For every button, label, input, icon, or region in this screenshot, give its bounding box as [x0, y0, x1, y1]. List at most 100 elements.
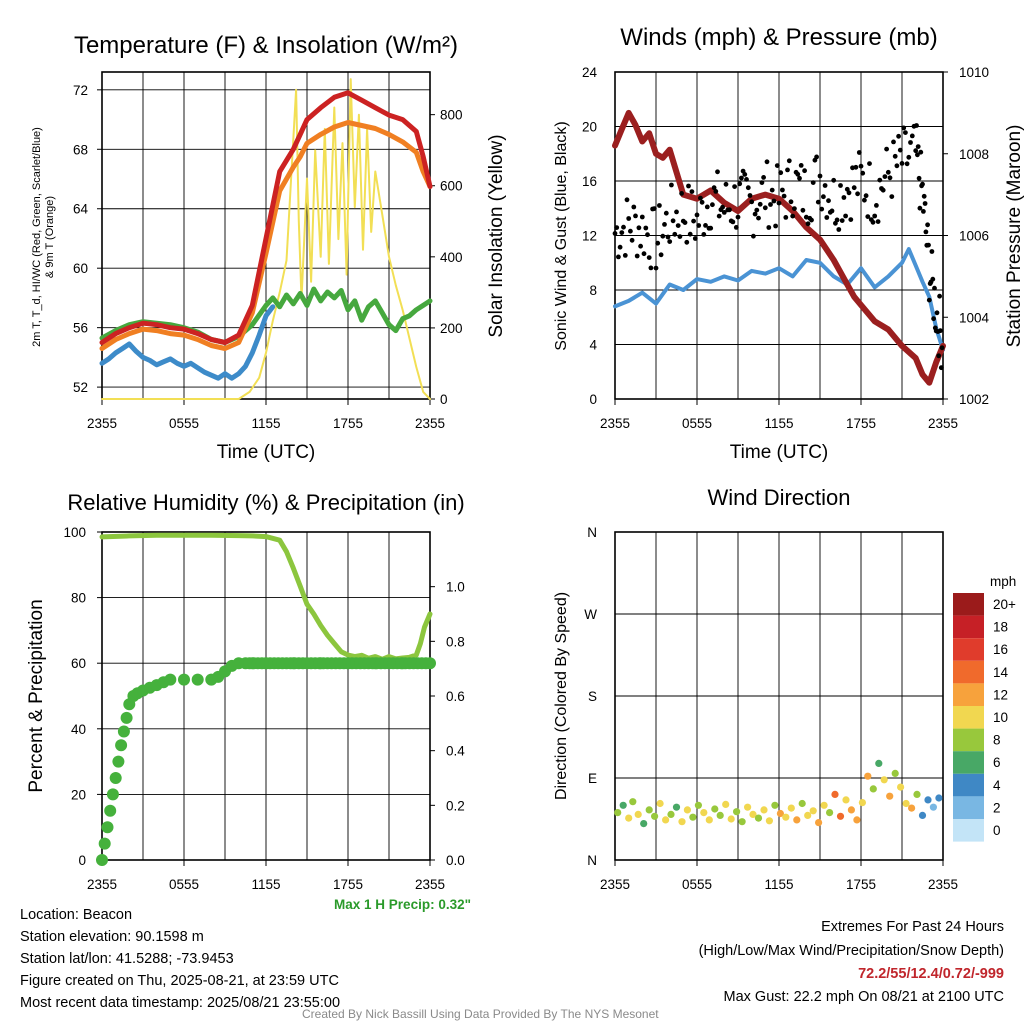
gust-point [929, 249, 935, 254]
y-tick-label: N [587, 525, 597, 540]
gust-point [675, 223, 681, 229]
direction-point [634, 810, 642, 819]
gust-point [815, 199, 821, 205]
colorbar-swatch [953, 593, 984, 616]
colorbar-label: 14 [993, 665, 1009, 680]
gust-point [771, 198, 777, 204]
y-tick-label: 64 [73, 202, 89, 217]
gust-point [698, 195, 703, 201]
x-tick-label: 1755 [846, 877, 876, 892]
gust-point [762, 205, 768, 211]
direction-point [716, 811, 724, 820]
direction-point [886, 792, 894, 800]
precip-point [117, 725, 130, 738]
winds-pressure-panel: 0 4 8 12 16 20 24 1002 1004 1006 1008 1010 2355 0555 1… [553, 24, 1024, 463]
gust-point [634, 253, 640, 259]
gust-point [761, 175, 766, 180]
gust-point [921, 193, 927, 199]
gust-point [733, 225, 739, 230]
gust-point [800, 207, 806, 213]
x-tick-label: 2355 [87, 877, 117, 892]
gust-point [915, 152, 920, 158]
gust-point [918, 149, 924, 155]
gust-point [619, 230, 625, 236]
gust-point [730, 219, 736, 225]
gust-point [817, 173, 823, 179]
precip-point [115, 739, 128, 752]
gust-point [872, 213, 878, 219]
gust-point [744, 177, 749, 182]
y-tick-label: 20 [71, 787, 86, 802]
gust-point [612, 231, 618, 236]
direction-point [858, 799, 867, 807]
gust-point [903, 130, 908, 136]
gust-point [662, 222, 667, 227]
gust-point [922, 201, 928, 206]
y-tick-label: 8 [589, 283, 597, 298]
direction-point [765, 817, 774, 825]
gust-point [867, 161, 872, 167]
y-axis-label: 2m T, T_d, HI/WC (Red, Green, Scarlet/Bl… [31, 127, 56, 347]
x-tick-label: 2355 [415, 416, 445, 431]
gust-point [938, 365, 944, 371]
gust-point [937, 293, 942, 299]
direction-point [705, 816, 713, 824]
y2-axis-label: Solar Insolation (Yellow) [486, 134, 507, 337]
gust-point [713, 189, 719, 194]
gust-point [853, 164, 859, 170]
direction-point [913, 790, 921, 799]
gust-point [785, 167, 790, 173]
colorbar-label: 2 [993, 800, 1001, 815]
y-tick-label: 80 [71, 591, 86, 606]
gust-point [862, 197, 867, 203]
direction-point [842, 796, 850, 804]
direction-point [683, 806, 692, 814]
direction-point [771, 801, 779, 809]
precip-point [120, 711, 133, 724]
gust-point [614, 225, 620, 231]
gust-point [932, 285, 937, 291]
gust-point [669, 182, 674, 188]
gust-point [931, 316, 936, 322]
direction-point [700, 809, 708, 817]
gust-point [769, 187, 775, 193]
direction-point [875, 759, 883, 768]
gust-point [667, 239, 673, 245]
gust-point [641, 251, 647, 257]
gust-point [653, 265, 659, 271]
y-tick-label: N [587, 853, 597, 868]
y2-tick-label: 0.4 [446, 744, 465, 759]
direction-point [727, 815, 735, 823]
y2-tick-label: 0.0 [446, 853, 465, 868]
gust-point [901, 125, 907, 131]
colorbar-label: 16 [993, 642, 1008, 657]
gust-point [829, 208, 835, 214]
gust-point [877, 177, 883, 183]
x-tick-label: 1155 [251, 877, 280, 892]
direction-point [678, 818, 686, 826]
gust-point [831, 177, 837, 183]
direction-point [662, 816, 670, 824]
direction-point [651, 812, 659, 820]
gust-point [819, 206, 825, 212]
y-tick-label: 16 [582, 174, 597, 189]
gust-point [826, 198, 831, 204]
gust-point [687, 231, 693, 237]
x-tick-label: 1155 [764, 416, 793, 431]
precip-point [104, 804, 117, 817]
gust-point [638, 243, 643, 249]
gust-point [778, 170, 784, 176]
x-tick-label: 0555 [169, 877, 199, 892]
gust-point [694, 212, 700, 218]
gust-point [631, 204, 637, 210]
direction-point [787, 804, 795, 812]
direction-point [625, 814, 633, 822]
y2-tick-label: 1006 [959, 229, 989, 244]
direction-point [836, 812, 845, 820]
pressure-line [612, 109, 946, 386]
gust-point [732, 184, 737, 190]
temp-9m-line [99, 120, 433, 351]
colorbar-swatch [953, 796, 984, 819]
gust-point [658, 252, 664, 258]
gust-point [686, 183, 691, 189]
